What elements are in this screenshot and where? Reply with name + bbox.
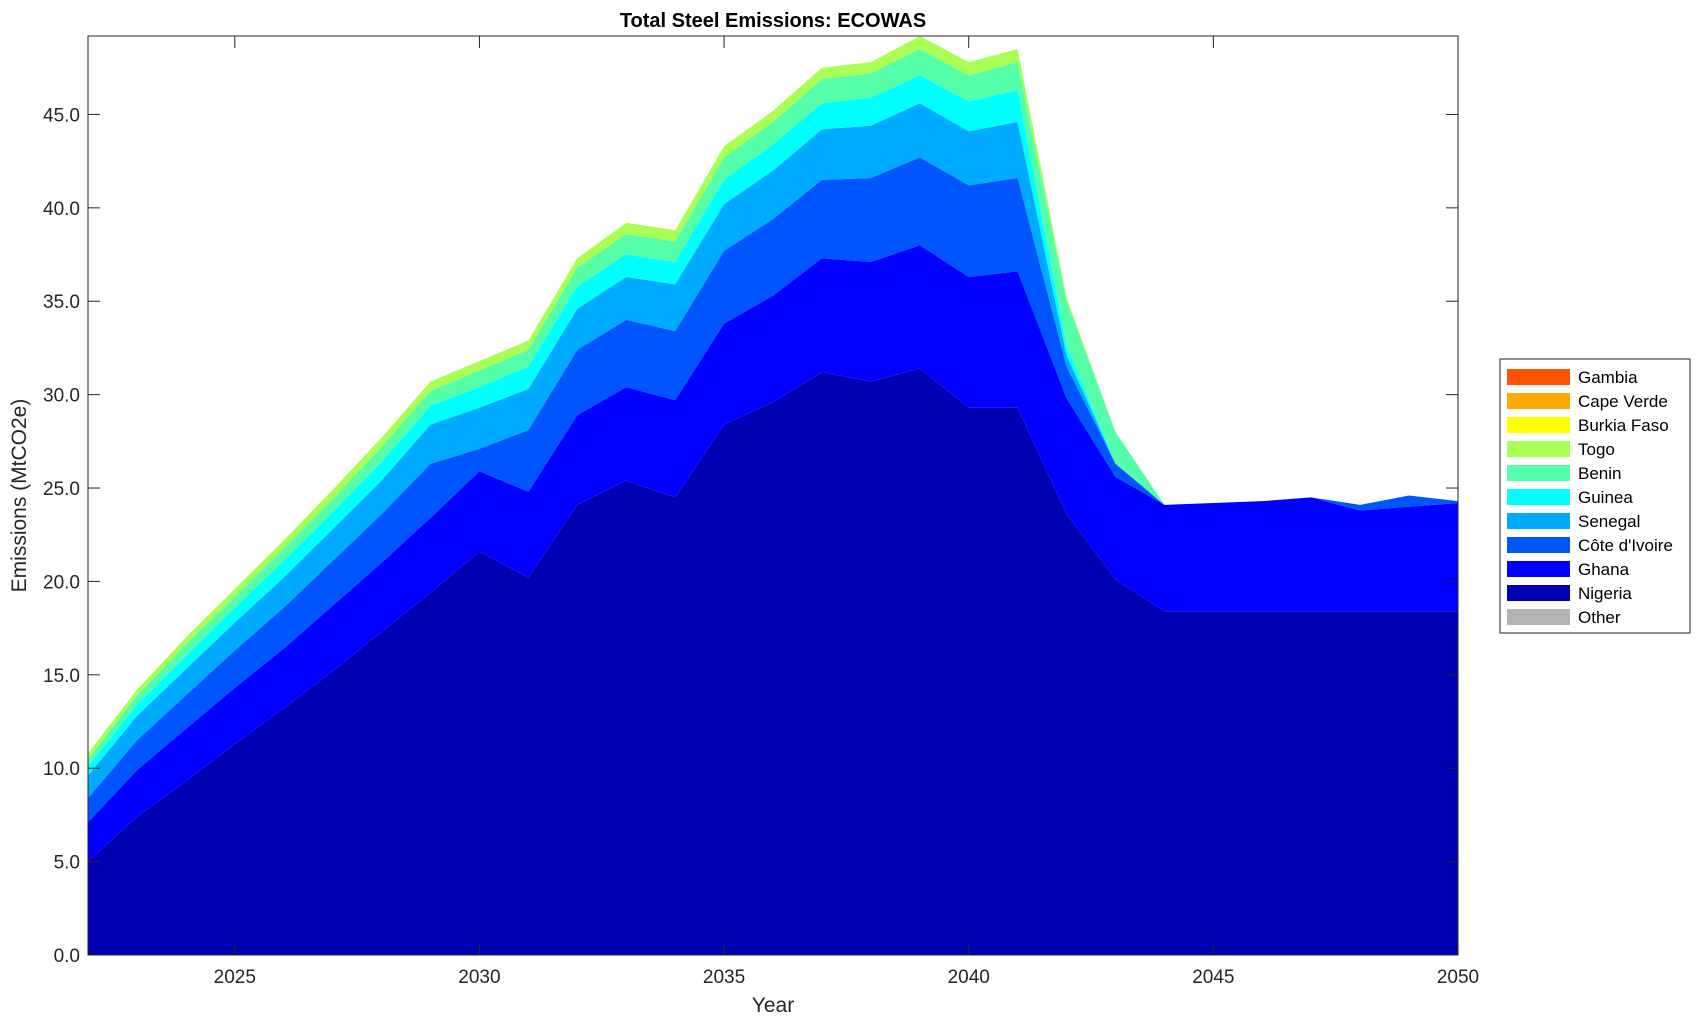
y-tick-label: 0.0 [54,946,80,967]
y-tick-label: 10.0 [43,759,80,780]
y-axis-ticks: 0.0 5.0 10.0 15.0 20.0 25.0 30.0 35.0 40.0 45.0 [43,105,1458,967]
x-tick-label: 2040 [948,967,990,988]
legend-swatch [1507,489,1570,505]
y-tick-label: 15.0 [43,666,80,687]
legend-swatch [1507,585,1570,601]
legend-swatch [1507,513,1570,529]
legend-swatch [1507,393,1570,409]
area-nigeria [88,368,1458,955]
y-axis-label: Emissions (MtCO2e) [8,399,31,593]
legend-swatch [1507,561,1570,577]
legend-label: Burkia Faso [1578,416,1669,435]
legend-label: Ghana [1578,560,1630,579]
y-tick-label: 25.0 [43,479,80,500]
legend-label: Togo [1578,440,1615,459]
legend-label: Côte d'Ivoire [1578,536,1673,555]
y-tick-label: 45.0 [43,105,80,126]
chart-title: Total Steel Emissions: ECOWAS [620,10,926,32]
legend-label: Other [1578,608,1621,627]
x-tick-label: 2045 [1192,967,1234,988]
x-axis-ticks: 2025 2030 2035 2040 2045 2050 [214,36,1479,988]
legend-label: Nigeria [1578,584,1632,603]
legend-label: Senegal [1578,512,1640,531]
legend-swatch [1507,609,1570,625]
y-tick-label: 30.0 [43,386,80,407]
legend-swatch [1507,417,1570,433]
legend-swatch [1507,537,1570,553]
x-tick-label: 2030 [458,967,500,988]
area-c-te-d-ivoire [88,157,1458,823]
area-series-group [88,36,1458,955]
legend-swatch [1507,465,1570,481]
y-tick-label: 5.0 [54,853,80,874]
legend-label: Gambia [1578,368,1638,387]
x-axis-label: Year [752,994,794,1017]
legend-swatch [1507,441,1570,457]
legend-label: Benin [1578,464,1621,483]
y-tick-label: 40.0 [43,199,80,220]
area-ghana [88,245,1458,862]
plot-frame [87,35,1459,956]
legend: Gambia Cape Verde Burkia Faso Togo Benin Guin… [1499,358,1691,634]
legend-label: Guinea [1578,488,1633,507]
x-tick-label: 2025 [214,967,256,988]
x-tick-label: 2050 [1437,967,1479,988]
y-tick-label: 35.0 [43,292,80,313]
x-tick-label: 2035 [703,967,745,988]
y-tick-label: 20.0 [43,572,80,593]
legend-swatch [1507,369,1570,385]
legend-label: Cape Verde [1578,392,1668,411]
